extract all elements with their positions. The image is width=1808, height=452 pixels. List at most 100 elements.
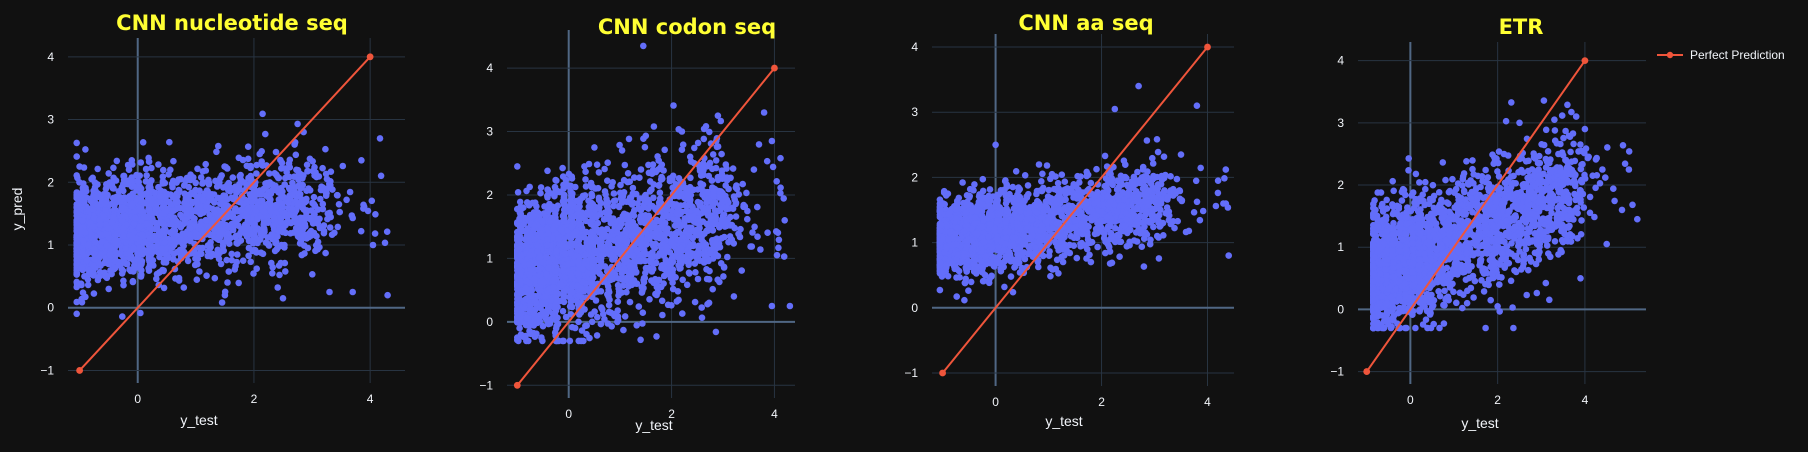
prediction-outlier	[750, 166, 758, 173]
prediction-point	[536, 287, 544, 294]
prediction-outlier	[781, 217, 788, 224]
prediction-point	[305, 233, 313, 241]
prediction-point	[159, 180, 167, 187]
prediction-point	[715, 221, 723, 228]
y-tick-label: 0	[911, 301, 918, 315]
prediction-outlier	[76, 163, 83, 170]
prediction-point	[698, 304, 705, 311]
prediction-point	[626, 178, 633, 185]
prediction-point	[544, 167, 551, 175]
prediction-point	[655, 182, 663, 189]
prediction-point	[598, 228, 605, 236]
prediction-point	[530, 322, 538, 329]
prediction-point	[126, 193, 133, 200]
prediction-point	[239, 200, 247, 208]
prediction-point	[80, 237, 87, 245]
prediction-point	[701, 230, 708, 237]
prediction-point	[193, 193, 201, 200]
prediction-point	[260, 225, 268, 232]
prediction-point	[603, 195, 610, 203]
prediction-point	[303, 161, 311, 169]
prediction-point	[677, 244, 685, 252]
prediction-outlier	[760, 109, 768, 116]
prediction-point	[229, 212, 237, 220]
prediction-point	[586, 334, 593, 342]
prediction-point	[575, 269, 582, 277]
prediction-point	[544, 186, 552, 194]
prediction-point	[696, 257, 704, 265]
prediction-point	[322, 249, 329, 257]
prediction-point	[777, 154, 784, 162]
prediction-point	[316, 215, 323, 223]
prediction-point	[242, 222, 249, 229]
prediction-point	[81, 198, 88, 205]
prediction-point	[576, 220, 583, 228]
prediction-point	[710, 192, 717, 200]
prediction-point	[187, 237, 194, 245]
prediction-point	[617, 246, 624, 253]
prediction-point	[335, 201, 343, 208]
prediction-point	[106, 251, 114, 259]
prediction-point	[275, 262, 283, 269]
prediction-point	[780, 195, 787, 202]
prediction-point	[675, 175, 683, 182]
prediction-point	[631, 228, 639, 236]
prediction-point	[568, 240, 576, 248]
prediction-point	[326, 224, 334, 231]
prediction-point	[589, 216, 596, 223]
prediction-point	[659, 221, 666, 229]
prediction-point	[545, 205, 553, 213]
prediction-point	[291, 215, 298, 222]
prediction-point	[712, 240, 719, 248]
prediction-point	[137, 196, 145, 204]
prediction-point	[593, 161, 601, 168]
prediction-point	[730, 293, 738, 300]
prediction-point	[539, 300, 546, 307]
prediction-point	[536, 254, 543, 261]
prediction-point	[145, 188, 153, 195]
prediction-point	[620, 256, 628, 263]
prediction-point	[604, 239, 612, 246]
prediction-point	[595, 169, 603, 176]
prediction-point	[709, 285, 716, 293]
prediction-point	[608, 251, 615, 259]
prediction-point	[239, 257, 247, 265]
prediction-point	[120, 187, 127, 195]
prediction-point	[299, 226, 307, 233]
prediction-point	[167, 166, 174, 174]
prediction-point	[552, 210, 559, 217]
prediction-point	[616, 223, 624, 231]
prediction-point	[594, 184, 602, 192]
prediction-point	[558, 281, 565, 289]
prediction-point	[91, 179, 99, 186]
prediction-point	[597, 258, 605, 266]
prediction-point	[376, 135, 384, 142]
prediction-point	[328, 231, 336, 238]
prediction-point	[659, 311, 666, 319]
prediction-point	[953, 293, 960, 300]
prediction-point	[646, 188, 654, 195]
x-tick-label: 0	[992, 395, 999, 409]
prediction-point	[101, 191, 108, 198]
prediction-point	[703, 199, 710, 206]
prediction-point	[704, 300, 711, 308]
prediction-point	[129, 234, 136, 241]
prediction-point	[572, 183, 579, 191]
prediction-point	[256, 236, 263, 243]
prediction-point	[267, 208, 275, 215]
prediction-point	[145, 248, 152, 255]
prediction-point	[589, 240, 597, 248]
prediction-point	[659, 214, 667, 221]
prediction-point	[323, 189, 330, 197]
prediction-point	[653, 283, 661, 291]
prediction-point	[232, 219, 239, 226]
prediction-point	[514, 234, 521, 241]
prediction-point	[581, 163, 588, 170]
prediction-point	[250, 193, 257, 201]
prediction-point	[110, 213, 117, 221]
prediction-point	[270, 222, 277, 230]
prediction-point	[192, 255, 199, 262]
prediction-point	[588, 192, 596, 200]
x-tick-label: 4	[771, 407, 778, 421]
prediction-point	[683, 252, 691, 260]
